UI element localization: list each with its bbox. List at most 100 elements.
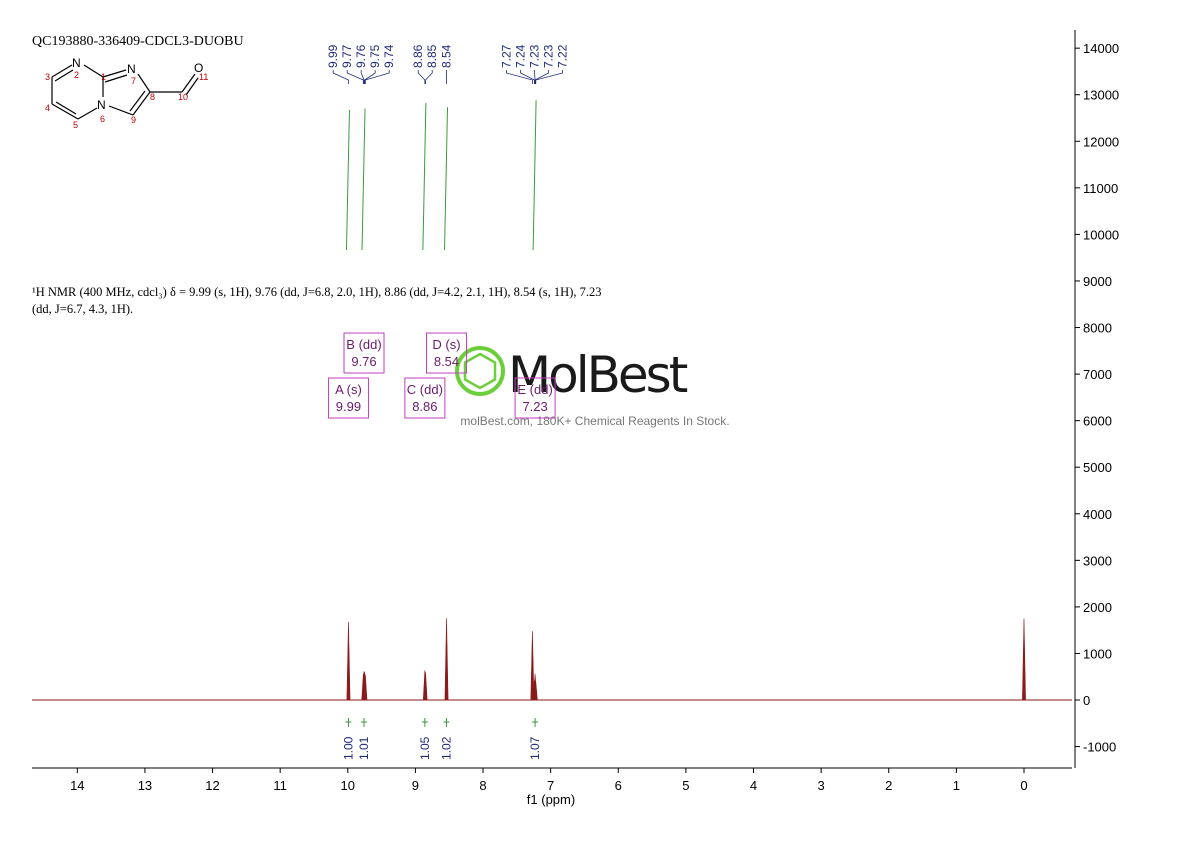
x-tick-label: 6: [615, 778, 622, 793]
peak-label-connector: [332, 70, 349, 84]
y-tick-label: 13000: [1083, 88, 1119, 103]
atom-number: 4: [45, 103, 50, 113]
x-tick-label: 1: [953, 778, 960, 793]
peak-label: 9.74: [382, 44, 396, 68]
atom-number: 8: [150, 92, 155, 102]
atom-labels: N N N O: [72, 56, 203, 112]
y-tick-label: 1000: [1083, 646, 1112, 661]
atom-number: 2: [74, 70, 79, 80]
peak-label: 8.85: [425, 44, 439, 68]
peak-label-connector: [364, 70, 390, 84]
peak-label: 9.77: [340, 44, 354, 68]
watermark-brand: MolBest: [508, 346, 688, 404]
spectrum-peak: [346, 621, 351, 701]
multiplet-shift: 9.76: [351, 354, 376, 369]
atom-number: 11: [199, 72, 208, 82]
integral-label: 1.02: [440, 736, 454, 760]
peak-label: 7.23: [542, 44, 556, 68]
multiplet-box: [426, 332, 468, 374]
watermark-tagline: molBest.com, 180K+ Chemical Reagents In …: [460, 414, 729, 428]
peak-label: 8.54: [440, 44, 454, 68]
y-tick-label: 2000: [1083, 600, 1112, 615]
integral-curve: [444, 107, 449, 251]
spectrum-peak: [423, 672, 428, 701]
x-tick-label: 8: [479, 778, 486, 793]
multiplet-label: D (s): [432, 337, 460, 352]
peak-label: 7.23: [528, 44, 542, 68]
multiplet-box: [404, 377, 446, 419]
peak-label: 7.24: [514, 44, 528, 68]
x-tick-label: 11: [273, 778, 287, 793]
y-tick-label: 0: [1083, 693, 1090, 708]
atom-label: N: [127, 62, 136, 76]
y-tick-label: 6000: [1083, 414, 1112, 429]
x-tick-label: 0: [1020, 778, 1027, 793]
x-tick-label: 3: [818, 778, 825, 793]
peak-label: 9.76: [354, 44, 368, 68]
x-tick-label: 14: [70, 778, 84, 793]
integral-curve: [345, 109, 350, 251]
atom-number: 1: [101, 72, 106, 82]
peak-label-connector: [346, 70, 364, 84]
y-tick-label: 3000: [1083, 553, 1112, 568]
atom-label: N: [72, 56, 81, 70]
y-tick-label: 5000: [1083, 460, 1112, 475]
multiplet-label: A (s): [335, 382, 362, 397]
spectrum-peak: [363, 674, 368, 701]
multiplet-label: B (dd): [346, 337, 381, 352]
nmr-description: ¹H NMR (400 MHz, cdcl₃) δ = 9.99 (s, 1H)…: [32, 285, 602, 316]
peak-label-connector: [417, 70, 426, 84]
multiplet-box: [327, 377, 369, 419]
integral-label: 1.00: [341, 736, 355, 760]
integral-curve: [532, 100, 537, 251]
peak-label-connector: [506, 70, 533, 84]
peak-label-connector: [425, 70, 433, 84]
peak-label: 7.27: [500, 44, 514, 68]
peak-label-connector: [535, 70, 563, 84]
atom-label: N: [97, 98, 106, 112]
spectrum-peak: [444, 618, 449, 701]
peak-label-connector: [520, 70, 535, 84]
x-tick-label: 12: [205, 778, 219, 793]
x-tick-label: 5: [682, 778, 689, 793]
atom-number: 9: [131, 115, 136, 125]
y-tick-label: 4000: [1083, 507, 1112, 522]
chart-title: QC193880-336409-CDCL3-DUOBU: [32, 34, 244, 49]
y-tick-label: 10000: [1083, 227, 1119, 242]
peak-label-connector: [364, 70, 376, 84]
y-tick-label: 8000: [1083, 321, 1112, 336]
y-tick-label: 11000: [1083, 181, 1118, 196]
multiplet-shift: 7.23: [522, 399, 547, 414]
peak-label: 9.99: [326, 44, 340, 68]
atom-number: 7: [131, 76, 136, 86]
atom-number: 3: [45, 72, 50, 82]
y-tick-label: 7000: [1083, 367, 1112, 382]
y-tick-label: 9000: [1083, 274, 1112, 289]
multiplet-shift: 8.54: [434, 354, 459, 369]
peak-label: 9.75: [368, 44, 382, 68]
multiplet-box: [343, 332, 385, 374]
atom-number: 5: [73, 120, 78, 130]
x-tick-label: 13: [138, 778, 152, 793]
y-tick-label: 12000: [1083, 134, 1119, 149]
integral-curve: [422, 102, 427, 251]
multiplet-shift: 8.86: [412, 399, 437, 414]
y-tick-label: -1000: [1083, 740, 1116, 755]
integral-label: 1.05: [418, 736, 432, 760]
molecule: [51, 64, 199, 120]
x-tick-label: 4: [750, 778, 757, 793]
integral-curve: [361, 108, 366, 251]
atom-number: 10: [178, 92, 188, 102]
watermark: MolBest molBest.com, 180K+ Chemical Reag…: [455, 346, 730, 428]
atom-numbers: 1 2 3 4 5 6 7 8 9 10 11: [45, 70, 208, 130]
x-tick-label: 7: [547, 778, 554, 793]
peak-label: 7.22: [556, 44, 570, 68]
multiplet-shift: 9.99: [336, 399, 361, 414]
integral-label: 1.01: [357, 736, 371, 760]
multiplet-label: E (dd): [517, 382, 552, 397]
y-tick-label: 14000: [1083, 41, 1119, 56]
x-axis-label: f1 (ppm): [527, 792, 575, 807]
peak-label-connector: [534, 70, 549, 84]
spectrum-peak: [1022, 618, 1026, 701]
